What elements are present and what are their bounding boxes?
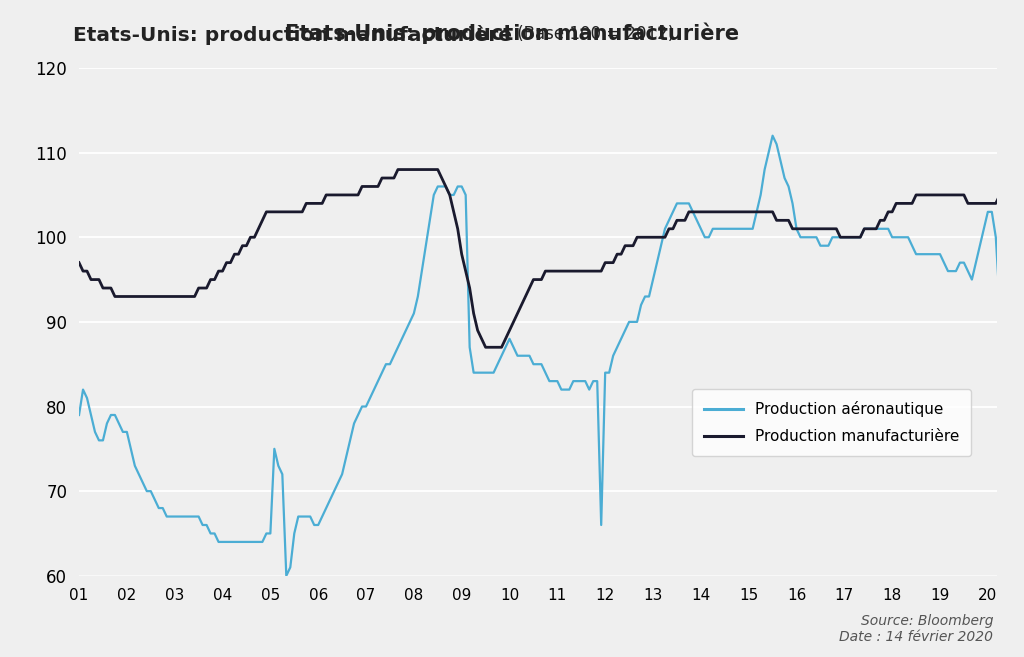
Text: (Base 100 = 2012): (Base 100 = 2012) bbox=[512, 25, 674, 43]
Text: Etats-Unis: production manufacturière: Etats-Unis: production manufacturière bbox=[73, 25, 512, 45]
Legend: Production aéronautique, Production manufacturière: Production aéronautique, Production manu… bbox=[692, 389, 972, 457]
Text: Etats-Unis: production manufacturière: Etats-Unis: production manufacturière bbox=[285, 23, 739, 45]
Text: Source: Bloomberg
Date : 14 février 2020: Source: Bloomberg Date : 14 février 2020 bbox=[840, 614, 993, 644]
